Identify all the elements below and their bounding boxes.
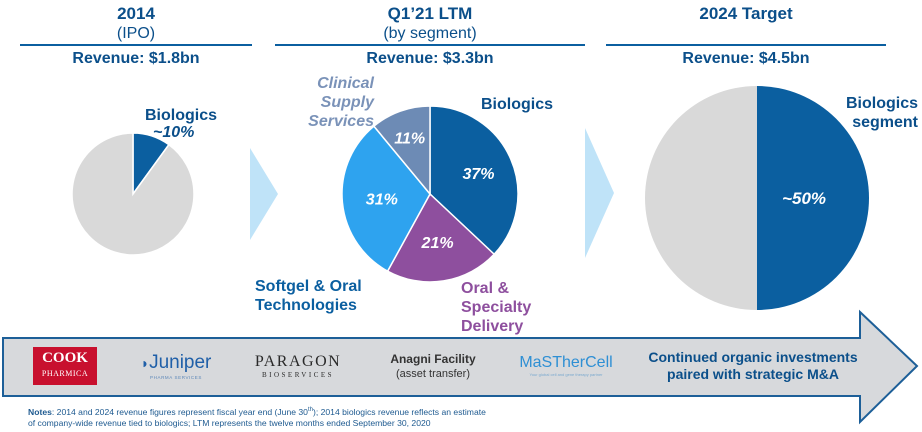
column-title: Q1’21 LTM [387,4,473,23]
label-biologics-segment-line: Biologics [845,95,918,112]
label-clinical-line: Clinical [317,75,374,92]
pie-data-label: 21% [421,235,454,252]
label-oral: Oral & Specialty Delivery [461,279,531,336]
banner-message-line: Continued organic investments [648,349,858,365]
pie-slice-oral-specialty-delivery [386,192,496,283]
bioservices-logo-text: BIOSERVICES [261,370,335,379]
pie-slice-softgel-oral-technologies [341,125,431,273]
pharmica-logo-text: PHARMICA [41,369,89,378]
column-title: 2024 Target [699,4,793,23]
label-biologics-ltm: Biologics [481,96,554,113]
masthercell-tagline: Your global cell and gene therapy partne… [529,372,603,377]
label-oral-line: Oral & [461,280,510,297]
chevron-arrow-2 [585,128,614,258]
pie-data-label: ~50% [782,189,826,208]
anagni-title: Anagni Facility [390,351,476,366]
label-biologics-2014-pct: ~10% [153,124,195,141]
pie-slice-other [645,86,757,310]
label-clinical: Clinical Supply Services [290,74,374,131]
pie-data-label: 11% [394,131,425,148]
column-2024-header: 2024 Target [606,4,886,24]
banner-arrow [2,309,919,425]
revenue-2024: Revenue: $4.5bn [682,50,810,67]
anagni-facility: Anagni Facility (asset transfer) [378,346,488,386]
label-softgel-line: Softgel & Oral [255,278,362,295]
pie-data-label: 31% [366,192,398,209]
pie-ltm: 37% 21% 31% 11% [341,105,519,283]
banner-message-line: paired with strategic M&A [667,366,839,382]
juniper-sub-text: PHARMA SERVICES [150,374,202,380]
chevron-arrow-1 [250,148,278,240]
juniper-logo: ◗Juniper PHARMA SERVICES [126,346,226,386]
label-clinical-line: Services [308,113,374,130]
label-softgel-line: Technologies [255,297,357,314]
header-rule [606,44,886,46]
masthercell-logo-text: MaSTherCell [519,354,613,371]
masthercell-logo: MaSTherCell Your global cell and gene th… [510,346,622,386]
notes-text-b: ); 2014 biologics revenue reflects an es… [312,406,486,417]
column-2014-header: 2014 (IPO) [20,4,252,43]
footnote: Notes: 2014 and 2024 revenue figures rep… [28,405,648,429]
header-rule [275,44,585,46]
label-softgel: Softgel & Oral Technologies [255,277,362,315]
pie-2014 [71,132,195,256]
label-oral-line: Delivery [461,318,524,335]
pie-slice-biologics-segment [757,86,869,310]
revenue-2014: Revenue: $1.8bn [72,50,200,67]
banner-message: Continued organic investments paired wit… [630,349,876,383]
notes-line-2: of company-wide revenue tied to biologic… [28,417,431,428]
paragon-logo: PARAGON BIOSERVICES [245,346,351,386]
column-ltm-header: Q1’21 LTM (by segment) [275,4,585,43]
label-biologics-segment: Biologics segment [828,94,918,132]
juniper-mark-icon: ◗ [140,354,150,371]
label-biologics-segment-line: segment [852,114,918,131]
notes-text: : 2014 and 2024 revenue figures represen… [51,406,308,417]
header-rule [20,44,252,46]
cook-pharmica-logo: COOK PHARMICA [32,346,98,386]
pie-slice-other [71,132,195,256]
pie-slice-clinical-supply-services [372,105,431,197]
pie-slice-biologics [429,105,519,256]
column-title: 2014 [117,4,155,23]
cook-logo-text: COOK [42,350,88,366]
pie-2024: ~50% [645,86,869,310]
label-clinical-line: Supply [320,94,374,111]
notes-sup: th [307,407,313,413]
notes-label: Notes [28,406,52,417]
column-subtitle: (by segment) [383,25,477,42]
paragon-logo-text: PARAGON [254,352,342,370]
column-subtitle: (IPO) [116,25,156,42]
anagni-sub: (asset transfer) [396,367,470,380]
label-oral-line: Specialty [461,299,532,316]
revenue-ltm: Revenue: $3.3bn [366,50,494,67]
juniper-logo-text: Juniper [149,351,212,373]
pie-data-label: 37% [462,166,494,183]
label-biologics-2014: Biologics [145,107,218,124]
